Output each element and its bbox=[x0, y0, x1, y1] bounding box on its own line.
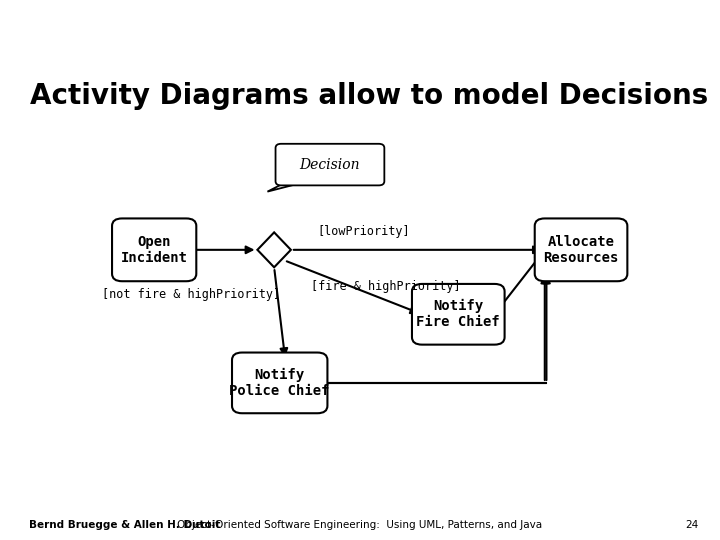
Text: [lowPriority]: [lowPriority] bbox=[317, 226, 410, 239]
FancyBboxPatch shape bbox=[535, 219, 627, 281]
Text: Notify
Police Chief: Notify Police Chief bbox=[230, 368, 330, 398]
Text: Object-Oriented Software Engineering:  Using UML, Patterns, and Java: Object-Oriented Software Engineering: Us… bbox=[177, 520, 543, 530]
FancyBboxPatch shape bbox=[276, 144, 384, 185]
Text: Open
Incident: Open Incident bbox=[121, 235, 188, 265]
Text: 24: 24 bbox=[685, 520, 698, 530]
FancyBboxPatch shape bbox=[412, 284, 505, 345]
Text: Bernd Bruegge & Allen H. Dutoit: Bernd Bruegge & Allen H. Dutoit bbox=[29, 520, 220, 530]
FancyBboxPatch shape bbox=[232, 353, 328, 413]
Polygon shape bbox=[258, 232, 291, 267]
Text: Allocate
Resources: Allocate Resources bbox=[544, 235, 618, 265]
Text: Notify
Fire Chief: Notify Fire Chief bbox=[416, 299, 500, 329]
Text: Activity Diagrams allow to model Decisions: Activity Diagrams allow to model Decisio… bbox=[30, 82, 708, 110]
FancyBboxPatch shape bbox=[112, 219, 197, 281]
Polygon shape bbox=[267, 181, 308, 192]
Text: Decision: Decision bbox=[300, 158, 360, 172]
Text: [fire & highPriority]: [fire & highPriority] bbox=[311, 280, 461, 293]
Text: [not fire & highPriority]: [not fire & highPriority] bbox=[102, 288, 281, 301]
